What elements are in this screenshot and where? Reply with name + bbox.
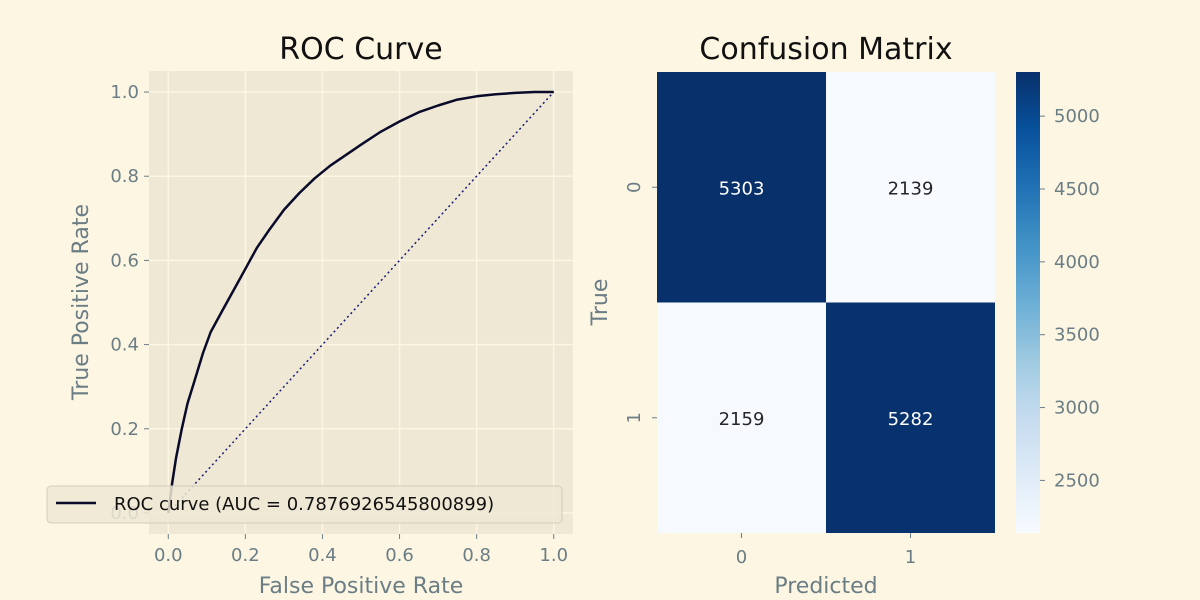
cm-y-ticks: 01 <box>624 182 657 423</box>
cm-y-tick-label: 0 <box>624 182 645 193</box>
roc-grid <box>149 71 573 534</box>
cm-cells: 5303 2139 2159 5282 <box>657 72 995 533</box>
roc-x-tick-label: 0.8 <box>462 545 491 566</box>
colorbar-tick-label: 4000 <box>1054 252 1100 273</box>
legend-box <box>46 485 563 524</box>
cm-cell-value: 5282 <box>888 409 934 430</box>
cm-cell-value: 2159 <box>719 409 765 430</box>
roc-y-tick-label: 0.6 <box>110 250 139 271</box>
cm-title: Confusion Matrix <box>699 32 952 67</box>
cm-y-axis-label: True <box>588 279 613 327</box>
cm-cell-value: 5303 <box>719 178 765 199</box>
roc-x-tick-label: 0.2 <box>231 545 260 566</box>
roc-y-tick-label: 0.2 <box>110 419 139 440</box>
colorbar-tick-label: 3500 <box>1054 325 1100 346</box>
roc-y-ticks: 0.00.20.40.60.81.0 <box>110 82 149 524</box>
roc-x-tick-label: 0.6 <box>385 545 414 566</box>
cm-cell <box>826 302 995 533</box>
cm-x-tick-label: 0 <box>736 547 747 568</box>
roc-x-tick-label: 0.0 <box>154 545 183 566</box>
roc-y-axis-label: True Positive Rate <box>69 204 94 401</box>
cm-cell <box>826 72 995 303</box>
roc-y-tick-label: 0.8 <box>110 166 139 187</box>
roc-panel: ROC Curve 0.0 0.2 0.4 0.6 0.8 1.0 0.0 0.2 0.4 0.… <box>46 32 573 599</box>
colorbar-tick-label: 3000 <box>1054 398 1100 419</box>
cm-y-tick-label: 1 <box>624 412 645 423</box>
roc-y-tick-label: 1.0 <box>110 82 139 103</box>
roc-diagonal-line <box>167 91 555 514</box>
colorbar-tick-label: 4500 <box>1054 179 1100 200</box>
roc-x-axis-label: False Positive Rate <box>259 574 463 599</box>
cm-x-tick-label: 1 <box>905 547 916 568</box>
cm-cell <box>657 302 826 533</box>
cm-x-axis-label: Predicted <box>774 574 877 599</box>
legend-label: ROC curve (AUC = 0.7876926545800899) <box>114 494 494 515</box>
colorbar-ticks: 2500 3000 3500 4000 4500 5000 <box>1040 106 1100 491</box>
roc-legend: ROC curve (AUC = 0.7876926545800899) <box>46 485 563 524</box>
cm-cell-value: 2139 <box>888 178 934 199</box>
colorbar-tick-label: 5000 <box>1054 106 1100 127</box>
roc-x-tick-label: 1.0 <box>539 545 568 566</box>
colorbar-tick-label: 2500 <box>1054 470 1100 491</box>
roc-curve-line <box>167 90 554 514</box>
roc-x-ticks: 0.0 0.2 0.4 0.6 0.8 1.0 <box>154 534 568 566</box>
roc-x-tick-label: 0.4 <box>308 545 337 566</box>
colorbar <box>1016 72 1040 533</box>
roc-lines <box>167 90 555 514</box>
roc-title: ROC Curve <box>279 32 442 67</box>
cm-cell <box>657 72 826 303</box>
roc-y-tick-label: 0.4 <box>110 335 139 356</box>
